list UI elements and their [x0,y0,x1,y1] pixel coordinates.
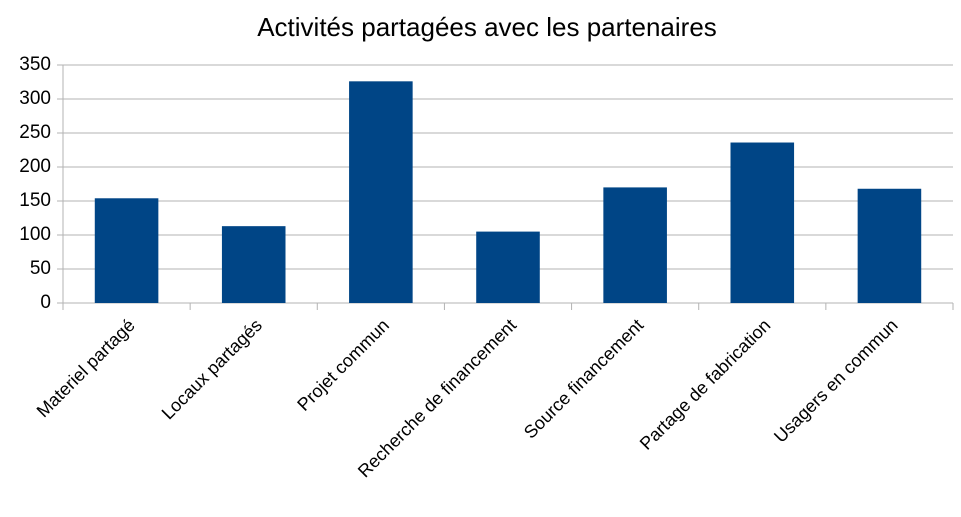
bar [476,231,540,303]
bar [221,226,286,303]
x-tick-label: Projet commun [293,315,393,415]
y-tick-label: 50 [30,258,51,279]
x-tick-label: Locaux partagés [158,315,266,423]
y-tick-label: 0 [40,292,51,313]
x-tick-label: Source financement [520,315,647,442]
y-tick-label: 250 [19,122,51,143]
bar [857,188,922,303]
y-tick-label: 100 [19,224,51,245]
y-tick-label: 150 [19,190,51,211]
y-tick-label: 200 [19,156,51,177]
bar [94,198,159,303]
y-tick-label: 300 [19,88,51,109]
x-tick-label: Materiel partagé [33,315,139,421]
bar [730,142,795,303]
bar [349,81,413,303]
bar [603,187,667,303]
y-tick-label: 350 [19,54,51,75]
x-tick-label: Partage de fabrication [636,315,775,454]
x-tick-label: Usagers en commun [770,315,902,447]
chart-title: Activités partagées avec les partenaires [257,12,717,42]
